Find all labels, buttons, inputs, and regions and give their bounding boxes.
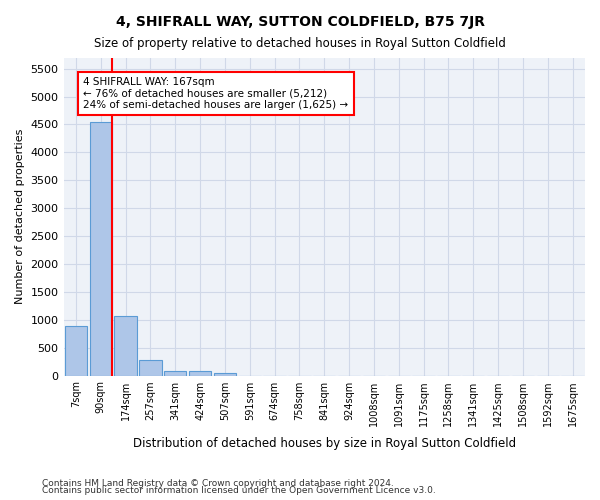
Text: Size of property relative to detached houses in Royal Sutton Coldfield: Size of property relative to detached ho… xyxy=(94,38,506,51)
Text: 4, SHIFRALL WAY, SUTTON COLDFIELD, B75 7JR: 4, SHIFRALL WAY, SUTTON COLDFIELD, B75 7… xyxy=(115,15,485,29)
Text: 4 SHIFRALL WAY: 167sqm
← 76% of detached houses are smaller (5,212)
24% of semi-: 4 SHIFRALL WAY: 167sqm ← 76% of detached… xyxy=(83,77,349,110)
Bar xyxy=(164,370,187,376)
X-axis label: Distribution of detached houses by size in Royal Sutton Coldfield: Distribution of detached houses by size … xyxy=(133,437,516,450)
Bar xyxy=(115,316,137,376)
Text: Contains HM Land Registry data © Crown copyright and database right 2024.: Contains HM Land Registry data © Crown c… xyxy=(42,478,394,488)
Bar xyxy=(89,122,112,376)
Y-axis label: Number of detached properties: Number of detached properties xyxy=(15,129,25,304)
Bar xyxy=(214,372,236,376)
Text: Contains public sector information licensed under the Open Government Licence v3: Contains public sector information licen… xyxy=(42,486,436,495)
Bar xyxy=(139,360,161,376)
Bar xyxy=(189,371,211,376)
Bar xyxy=(65,326,87,376)
